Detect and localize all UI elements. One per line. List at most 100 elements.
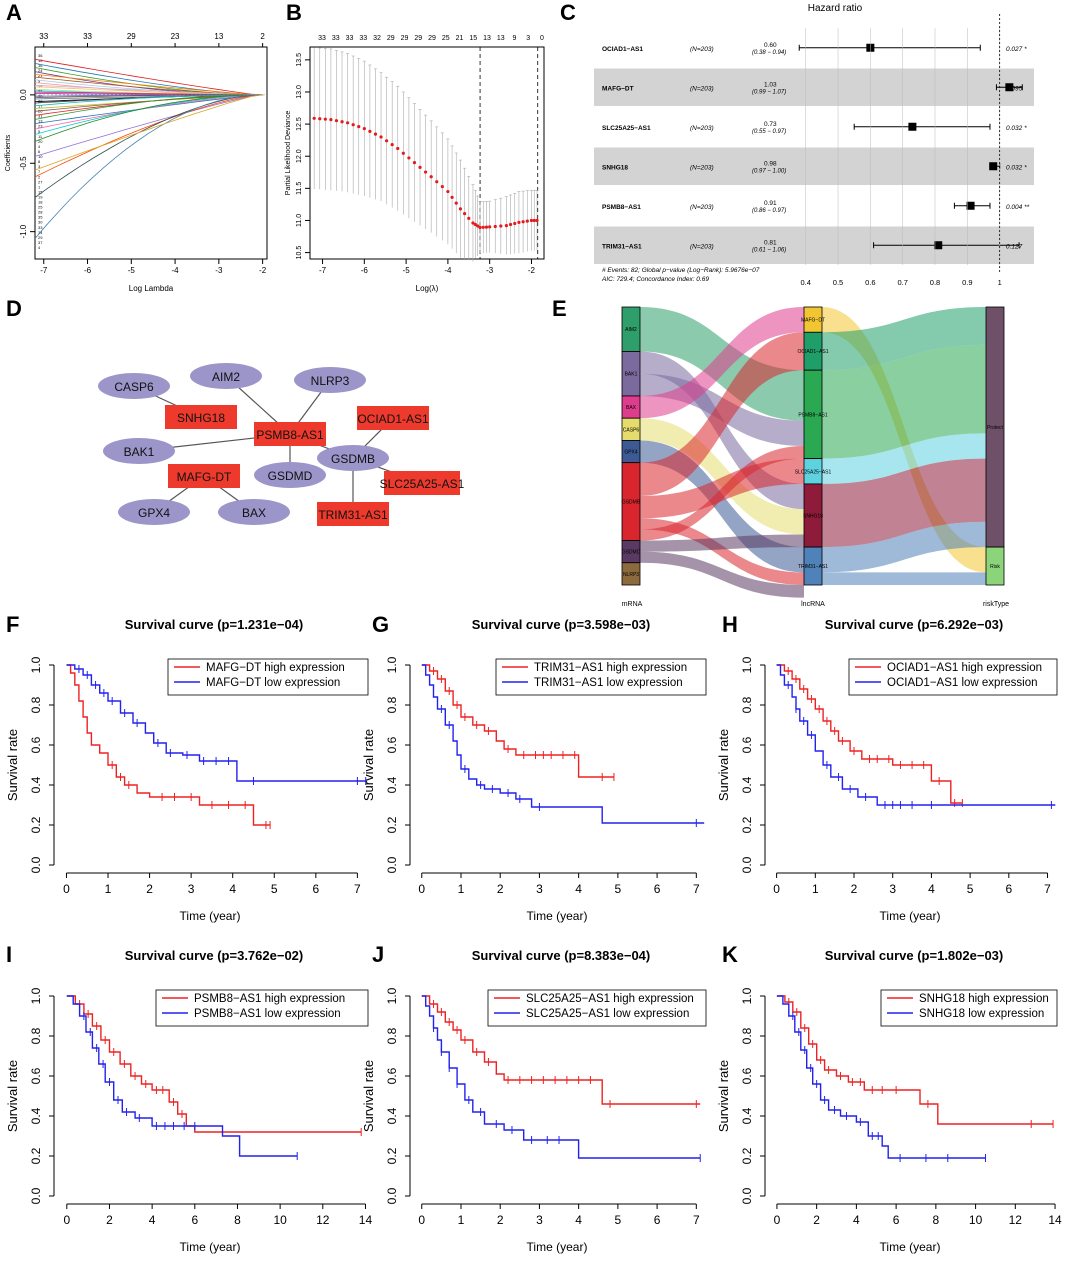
km-curve-low bbox=[421, 664, 705, 824]
forest-ci: (0.38 − 0.94) bbox=[752, 50, 786, 56]
y-tick-label: 0.8 bbox=[385, 696, 399, 713]
deviance-point bbox=[484, 225, 489, 229]
panel-e-sankey: AIM2 BAK1 BAX CASP6 GPX4 GSDMB GSDMD NLRP3 MAFG−… bbox=[621, 306, 1009, 608]
x-tick-label: 0 bbox=[63, 1213, 70, 1227]
panel-b-cv-deviance: -7 -6 -5 -4 -3 -2 10.5 11.0 11.5 12.0 12.5 13.0 13.5… bbox=[285, 35, 545, 293]
forest-xtick-label: 0.9 bbox=[962, 278, 972, 287]
x-tick-label: 2 bbox=[106, 1213, 113, 1227]
y-tick-label: 11.5 bbox=[296, 182, 303, 195]
sankey-node-label: GSDMD bbox=[622, 550, 641, 556]
node-lncrna-trim31-as1 bbox=[317, 502, 389, 526]
deviance-point bbox=[454, 201, 458, 205]
deviance-point bbox=[529, 218, 534, 223]
panel-j-survival: 0 1 2 3 4 5 6 7 0.0 0.2 0.4 0.6 0.8 1.0 Survival curve… bbox=[361, 948, 707, 1254]
panel-label-e: E bbox=[552, 296, 567, 321]
legend-box bbox=[167, 658, 369, 696]
panel-label-d: D bbox=[6, 296, 22, 321]
node-mrna-gsdmd bbox=[254, 462, 326, 488]
path-index-label: 1 bbox=[38, 184, 41, 189]
forest-n: (N=203) bbox=[690, 125, 714, 132]
node-mrna-gpx4 bbox=[118, 499, 190, 525]
deviance-point bbox=[323, 117, 327, 121]
forest-gene-name: TRIM31−AS1 bbox=[602, 243, 642, 250]
forest-xtick-label: 0.8 bbox=[930, 278, 940, 287]
y-tick-label: 0.2 bbox=[29, 816, 43, 833]
deviance-point bbox=[362, 126, 366, 131]
path-index-label: 36 bbox=[38, 53, 43, 58]
sankey-node-label: BAX bbox=[626, 405, 637, 411]
forest-p: 0.127 bbox=[1006, 243, 1023, 250]
path-index-label: 23 bbox=[38, 124, 43, 129]
sankey-node-label: Protect bbox=[987, 425, 1003, 431]
node-label: TRIM31-AS1 bbox=[318, 508, 388, 522]
legend-label: OCIAD1−AS1 high expression bbox=[887, 662, 1042, 674]
x-tick-label: -7 bbox=[319, 266, 327, 275]
x-tick-label: 10 bbox=[273, 1213, 287, 1227]
node-label: BAK1 bbox=[124, 445, 155, 459]
sankey-flow bbox=[640, 332, 804, 497]
path-index-label: 18 bbox=[38, 200, 43, 205]
x-axis-label: Time (year) bbox=[880, 1240, 941, 1254]
x-tick-label: -2 bbox=[259, 266, 267, 275]
deviance-point bbox=[418, 165, 422, 169]
path-index-label: 29 bbox=[38, 235, 43, 240]
forest-title: Hazard ratio bbox=[808, 3, 863, 14]
x-tick-label: -3 bbox=[486, 266, 494, 275]
forest-n: (N=203) bbox=[690, 204, 714, 211]
legend-label: SNHG18 high expression bbox=[919, 993, 1049, 1005]
legend-box bbox=[880, 989, 1058, 1027]
y-tick-label: 0.0 bbox=[29, 856, 43, 873]
path-index-label: 4 bbox=[38, 144, 41, 149]
sankey-node-label: TRIM31−AS1 bbox=[798, 564, 828, 570]
x-tick-label: 3 bbox=[536, 882, 543, 896]
sankey-node-label: BAK1 bbox=[625, 372, 638, 378]
x-tick-label: 0 bbox=[418, 882, 425, 896]
deviance-point bbox=[429, 175, 433, 179]
y-tick-label: 0.2 bbox=[385, 1147, 399, 1164]
x-tick-label: -6 bbox=[361, 266, 369, 275]
y-tick-label: 1.0 bbox=[740, 656, 754, 673]
deviance-point bbox=[334, 119, 339, 123]
panel-label-f: F bbox=[6, 612, 19, 637]
deviance-point bbox=[473, 222, 477, 227]
x-axis-label: Time (year) bbox=[180, 909, 241, 923]
node-lncrna-mafg-dt bbox=[168, 464, 240, 488]
km-curve-low bbox=[776, 995, 986, 1159]
deviance-point bbox=[478, 225, 482, 230]
node-label: GPX4 bbox=[138, 506, 170, 520]
y-tick-label: 13.5 bbox=[296, 53, 303, 67]
top-tick-label: 32 bbox=[373, 35, 381, 42]
coefficient-path bbox=[34, 84, 263, 96]
deviance-point bbox=[513, 221, 517, 226]
x-tick-label: 12 bbox=[1009, 1213, 1023, 1227]
panel-label-a: A bbox=[6, 0, 22, 25]
y-tick-label: 0.0 bbox=[19, 89, 28, 101]
deviance-point bbox=[532, 218, 536, 223]
hr-point bbox=[908, 122, 917, 131]
y-tick-label: 0.8 bbox=[29, 696, 43, 713]
forest-footer-events: # Events: 82; Global p−value (Log−Rank):… bbox=[602, 267, 760, 274]
panel-label-k: K bbox=[722, 942, 738, 967]
y-tick-label: 0.6 bbox=[385, 1067, 399, 1084]
forest-xtick-label: 1 bbox=[998, 278, 1002, 287]
x-tick-label: 6 bbox=[312, 882, 319, 896]
sankey-node-label: NLRP3 bbox=[623, 572, 639, 578]
path-index-label: 22 bbox=[38, 98, 43, 103]
x-tick-label: 5 bbox=[271, 882, 278, 896]
path-index-label: 24 bbox=[38, 68, 43, 73]
path-index-label: 5 bbox=[38, 129, 41, 134]
sankey-flow bbox=[640, 534, 804, 552]
deviance-point bbox=[351, 123, 355, 127]
forest-p: 0.027 * bbox=[1006, 46, 1027, 53]
legend-label: OCIAD1−AS1 low expression bbox=[887, 677, 1038, 689]
panel-label-j: J bbox=[372, 942, 384, 967]
forest-n: (N=203) bbox=[690, 243, 714, 250]
x-tick-label: 14 bbox=[359, 1213, 373, 1227]
y-tick-label: 0.8 bbox=[385, 1027, 399, 1044]
x-tick-label: 1 bbox=[812, 882, 819, 896]
sankey-flow bbox=[640, 518, 804, 585]
panel-d-network: CASP6 AIM2 NLRP3 SNHG18 PSMB8-AS1 OCIAD1-AS1 B… bbox=[98, 363, 465, 526]
panel-g-survival: 0 1 2 3 4 5 6 7 0.0 0.2 0.4 0.6 0.8 1.0 Survival curve… bbox=[361, 617, 707, 923]
forest-n: (N=203) bbox=[690, 46, 714, 53]
sankey-flow bbox=[822, 433, 986, 484]
